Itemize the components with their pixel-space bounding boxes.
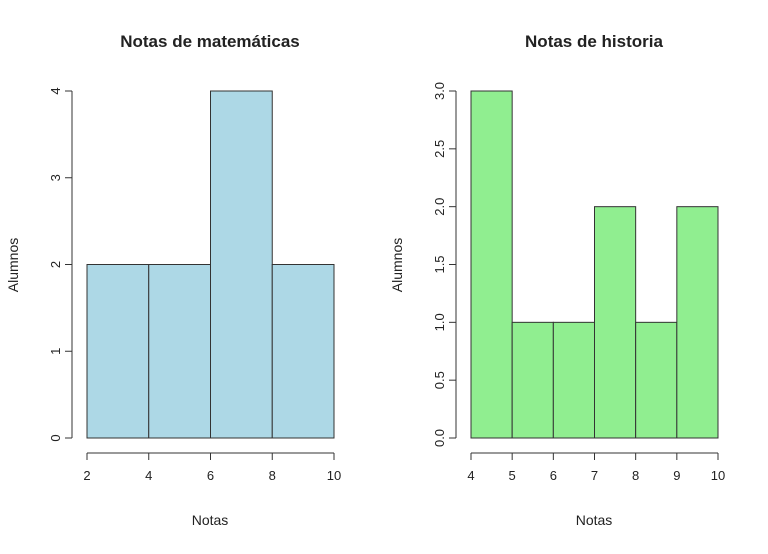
y-tick-label: 4 bbox=[48, 87, 63, 94]
histogram-bar bbox=[552, 321, 595, 439]
histogram-bar bbox=[594, 206, 637, 439]
x-axis: 4 5 6 7 8 9 10 bbox=[467, 452, 725, 483]
y-tick-label: 0.5 bbox=[432, 371, 447, 389]
chart-title: Notas de matemáticas bbox=[120, 32, 300, 51]
histogram-bar bbox=[271, 264, 335, 439]
y-tick-label: 3 bbox=[48, 174, 63, 181]
x-tick-label: 6 bbox=[550, 468, 557, 483]
x-tick-label: 9 bbox=[673, 468, 680, 483]
y-axis: 0.0 0.5 1.0 1.5 2.0 2.5 3.0 bbox=[432, 82, 457, 447]
x-axis: 2 4 6 8 10 bbox=[83, 452, 341, 483]
x-tick-label: 8 bbox=[632, 468, 639, 483]
histogram-bar bbox=[470, 90, 513, 439]
y-tick-label: 1.5 bbox=[432, 255, 447, 273]
x-tick-label: 6 bbox=[207, 468, 214, 483]
histogram-bar bbox=[511, 321, 554, 439]
chart-title: Notas de historia bbox=[525, 32, 663, 51]
y-axis-label: Alumnos bbox=[5, 238, 21, 292]
y-axis: 0 1 2 3 4 bbox=[48, 87, 73, 442]
x-tick-label: 5 bbox=[509, 468, 516, 483]
y-tick-label: 0 bbox=[48, 434, 63, 441]
y-tick-label: 1 bbox=[48, 348, 63, 355]
x-axis-label: Notas bbox=[192, 512, 229, 528]
histogram-bar bbox=[86, 264, 150, 439]
y-tick-label: 3.0 bbox=[432, 82, 447, 100]
y-axis-label: Alumnos bbox=[389, 238, 405, 292]
y-tick-label: 2 bbox=[48, 261, 63, 268]
histogram-bar bbox=[635, 321, 678, 439]
x-tick-label: 2 bbox=[83, 468, 90, 483]
y-tick-label: 0.0 bbox=[432, 429, 447, 447]
histogram-bar bbox=[210, 90, 273, 439]
y-tick-label: 2.0 bbox=[432, 198, 447, 216]
history-histogram-panel: Notas de historia Notas Alumnos 4 5 6 7 8 9 10… bbox=[389, 32, 725, 528]
x-tick-label: 10 bbox=[327, 468, 341, 483]
y-tick-label: 1.0 bbox=[432, 313, 447, 331]
x-tick-label: 4 bbox=[467, 468, 474, 483]
bars bbox=[470, 90, 719, 439]
x-tick-label: 7 bbox=[591, 468, 598, 483]
x-tick-label: 10 bbox=[711, 468, 725, 483]
y-tick-label: 2.5 bbox=[432, 140, 447, 158]
x-tick-label: 4 bbox=[145, 468, 152, 483]
x-tick-label: 8 bbox=[269, 468, 276, 483]
histogram-bar bbox=[676, 206, 719, 439]
x-axis-label: Notas bbox=[576, 512, 613, 528]
bars bbox=[86, 90, 335, 439]
histogram-bar bbox=[148, 264, 211, 439]
math-histogram-panel: Notas de matemáticas Notas Alumnos 2 4 6 8 1… bbox=[5, 32, 341, 528]
